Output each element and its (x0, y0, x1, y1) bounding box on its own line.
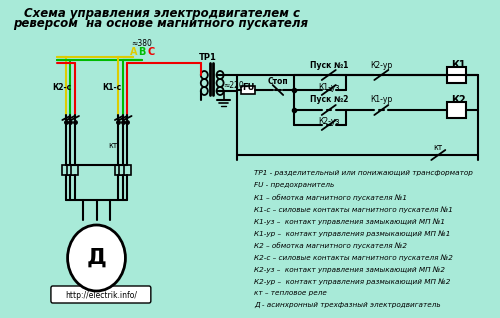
Text: К2-уз: К2-уз (318, 117, 340, 127)
Text: К1-ур –  контакт управления размыкающий МП №1: К1-ур – контакт управления размыкающий М… (254, 230, 450, 237)
Bar (71, 165, 78, 175)
Text: ≈220: ≈220 (224, 80, 244, 89)
Bar (124, 165, 130, 175)
Text: К2-ур –  контакт управления размыкающий МП №2: К2-ур – контакт управления размыкающий М… (254, 278, 450, 285)
Bar (241, 86, 255, 94)
Text: К1-уз –  контакт управления замыкающий МП №1: К1-уз – контакт управления замыкающий МП… (254, 218, 446, 225)
Text: Схема управления электродвигателем с: Схема управления электродвигателем с (24, 6, 300, 19)
Text: FU: FU (242, 82, 254, 92)
Text: Пуск №2: Пуск №2 (310, 95, 348, 105)
Text: К2: К2 (451, 95, 466, 105)
Text: К1-уз: К1-уз (318, 82, 340, 92)
Text: кт: кт (434, 142, 443, 151)
Text: К2-ур: К2-ур (370, 60, 392, 70)
Text: К1-с: К1-с (102, 84, 122, 93)
Text: реверсом  на основе магнитного пускателя: реверсом на основе магнитного пускателя (13, 17, 308, 31)
Bar (120, 165, 126, 175)
Text: Д - асинхронный трехфазный электродвигатель: Д - асинхронный трехфазный электродвигат… (254, 302, 441, 308)
Text: A: A (130, 47, 137, 57)
Text: C: C (147, 47, 154, 57)
Bar (62, 165, 70, 175)
Text: FU - предохранитель: FU - предохранитель (254, 182, 334, 188)
Text: Д: Д (86, 248, 106, 268)
Text: ТР1 - разделительный или понижающий трансформатор: ТР1 - разделительный или понижающий тран… (254, 170, 473, 176)
Text: B: B (138, 47, 146, 57)
Text: http://electrik.info/: http://electrik.info/ (65, 291, 137, 300)
Bar (447, 67, 466, 83)
Text: К1 – обмотка магнитного пускателя №1: К1 – обмотка магнитного пускателя №1 (254, 194, 408, 201)
Text: Стоп: Стоп (268, 78, 288, 86)
Bar (115, 165, 122, 175)
Text: К2-уз –  контакт управления замыкающий МП №2: К2-уз – контакт управления замыкающий МП… (254, 266, 446, 273)
Text: К1: К1 (451, 60, 466, 70)
Text: кт – тепловое реле: кт – тепловое реле (254, 290, 327, 296)
Text: К2 – обмотка магнитного пускателя №2: К2 – обмотка магнитного пускателя №2 (254, 242, 408, 249)
Text: К1-ур: К1-ур (370, 95, 392, 105)
Text: К2-с – силовые контакты магнитного пускателя №2: К2-с – силовые контакты магнитного пуска… (254, 254, 453, 260)
FancyBboxPatch shape (51, 286, 151, 303)
Text: К2-с: К2-с (52, 84, 72, 93)
Circle shape (68, 225, 126, 291)
Text: Пуск №1: Пуск №1 (310, 60, 348, 70)
Text: ≈380: ≈380 (132, 39, 152, 49)
Bar (66, 165, 73, 175)
Bar (447, 102, 466, 118)
Text: К1-с – силовые контакты магнитного пускателя №1: К1-с – силовые контакты магнитного пуска… (254, 206, 453, 212)
Text: ТР1: ТР1 (199, 53, 217, 63)
Text: кт: кт (108, 141, 117, 149)
